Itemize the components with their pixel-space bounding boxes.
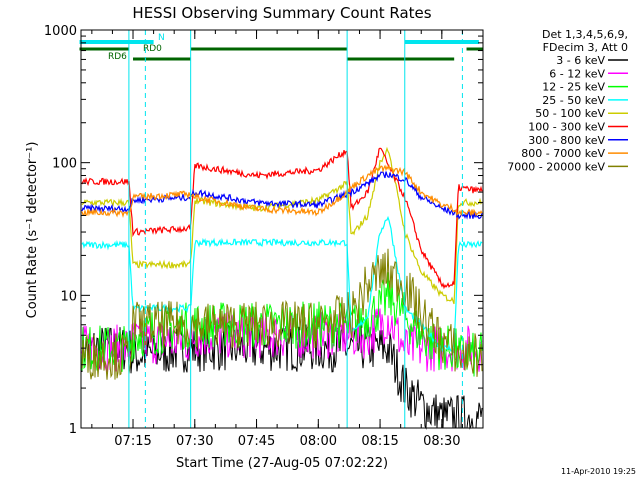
y-tick-label: 10 [60,289,77,304]
legend-label: 50 - 100 keV [535,107,605,120]
axes-layer: 1 10 100 1000 07:15 07:30 07:45 08:00 08:15 08:30 [44,24,483,449]
series-layer [81,146,483,430]
y-tick-label: 1000 [44,24,77,39]
legend-label: 300 - 800 keV [528,134,605,147]
legend-label: 6 - 12 keV [549,67,605,80]
legend-label: 3 - 6 keV [556,54,605,67]
flag-label-rd0: RD0 [143,44,162,54]
x-tick-label: 07:30 [176,434,213,449]
y-tick-label: 1 [69,422,77,437]
chart-title: HESSI Observing Summary Count Rates [132,4,431,22]
series-line [81,164,483,218]
x-tick-label: 08:00 [300,434,337,449]
flag-label-rd6: RD6 [108,52,127,62]
footer-timestamp: 11-Apr-2010 19:25 [561,467,636,476]
plot-frame [80,29,484,429]
markers-layer [128,30,463,428]
x-tick-label: 07:15 [114,434,151,449]
x-tick-label: 08:15 [361,434,398,449]
legend-label: 25 - 50 keV [542,94,605,107]
series-line [81,171,483,220]
series-line [81,308,483,373]
legend-header-line-2: FDecim 3, Att 0 [543,41,628,54]
x-tick-label: 07:45 [238,434,275,449]
series-line [81,323,483,430]
series-line [81,146,483,305]
legend-label: 100 - 300 keV [528,121,605,134]
flag-label-n: N [158,33,165,43]
legend-header-line-1: Det 1,3,4,5,6,9, [542,28,628,41]
series-line [81,147,483,290]
legend-label: 7000 - 20000 keV [507,160,605,173]
series-line [81,248,483,380]
y-tick-label: 100 [52,157,77,172]
legend-label: 12 - 25 keV [542,81,605,94]
legend-label: 800 - 7000 keV [521,147,605,160]
y-axis-label: Count Rate (s⁻¹ detector⁻¹) [25,142,40,319]
x-tick-label: 08:30 [423,434,460,449]
x-axis-label: Start Time (27-Aug-05 07:02:22) [176,456,388,471]
